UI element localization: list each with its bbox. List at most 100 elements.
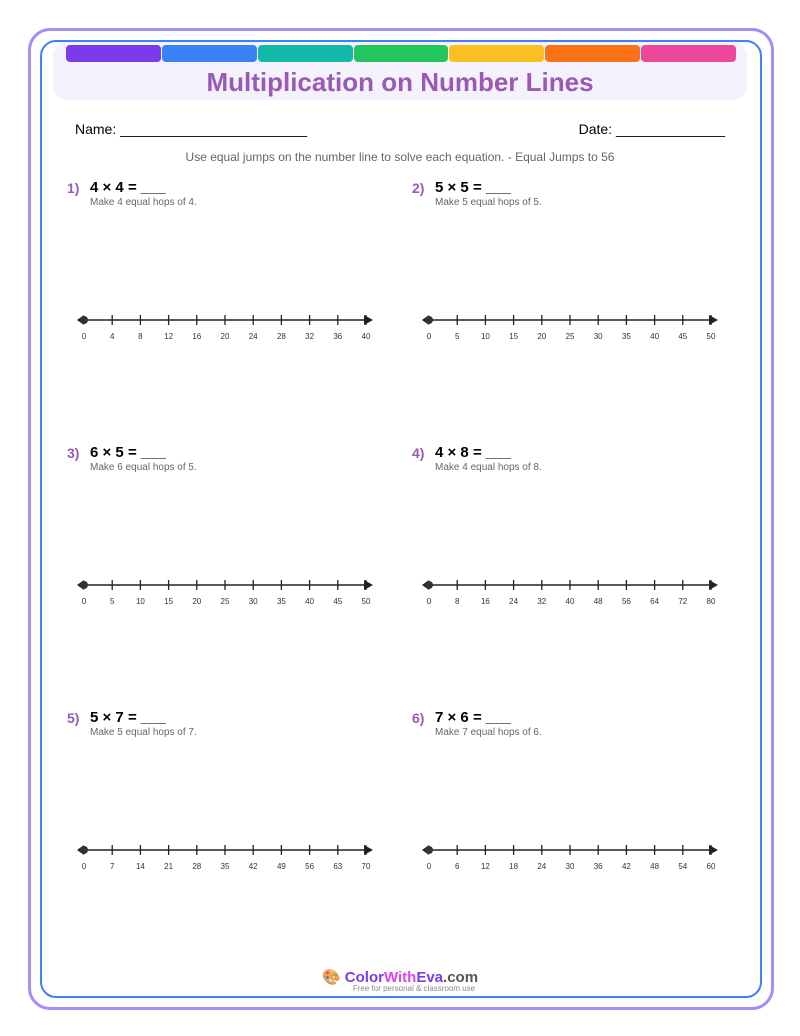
equation[interactable]: 7 × 6 = ___ bbox=[435, 709, 511, 726]
tick-label: 15 bbox=[164, 597, 173, 606]
tick-label: 30 bbox=[566, 862, 575, 871]
color-bar-segment bbox=[641, 45, 737, 62]
brand-eva: Eva bbox=[416, 969, 444, 986]
outer-border bbox=[28, 28, 774, 1010]
number-line: 0 7 14 21 28 35 42 49 56 63 70 bbox=[77, 845, 373, 871]
problem-number: 1) bbox=[67, 180, 80, 196]
tick-label: 20 bbox=[221, 332, 230, 341]
equation[interactable]: 6 × 5 = ___ bbox=[90, 444, 166, 461]
color-bar-segment bbox=[66, 45, 161, 62]
tick-label: 21 bbox=[164, 862, 173, 871]
tick-label: 63 bbox=[333, 862, 342, 871]
zero-dot bbox=[80, 846, 88, 854]
tick-label: 8 bbox=[455, 597, 460, 606]
tick-label: 0 bbox=[82, 597, 87, 606]
inner-border bbox=[40, 40, 762, 998]
tick-label: 28 bbox=[277, 332, 286, 341]
tick-label: 10 bbox=[136, 597, 145, 606]
tick-label: 12 bbox=[481, 862, 490, 871]
zero-dot bbox=[80, 581, 88, 589]
tick-label: 5 bbox=[455, 332, 460, 341]
problem-number: 5) bbox=[67, 710, 80, 726]
name-field[interactable]: Name: ________________________ bbox=[75, 121, 307, 137]
tick-label: 35 bbox=[622, 332, 631, 341]
tick-label: 20 bbox=[192, 597, 201, 606]
tick-label: 40 bbox=[650, 332, 659, 341]
tick-label: 40 bbox=[362, 332, 371, 341]
equation[interactable]: 5 × 5 = ___ bbox=[435, 179, 511, 196]
tick-label: 28 bbox=[192, 862, 201, 871]
tick-label: 40 bbox=[566, 597, 575, 606]
tick-label: 36 bbox=[333, 332, 342, 341]
tick-label: 20 bbox=[537, 332, 546, 341]
tick-label: 45 bbox=[678, 332, 687, 341]
number-line: 0 4 8 12 16 20 24 28 32 36 40 bbox=[77, 315, 373, 341]
color-bar-segment bbox=[161, 45, 257, 62]
hint: Make 7 equal hops of 6. bbox=[435, 727, 542, 738]
tick-label: 7 bbox=[110, 862, 115, 871]
problem-5: 5) 5 × 7 = ___ Make 5 equal hops of 7. 0 7… bbox=[67, 709, 397, 950]
tick-label: 70 bbox=[362, 862, 371, 871]
problem-number: 2) bbox=[412, 180, 425, 196]
tick-label: 6 bbox=[455, 862, 460, 871]
equation[interactable]: 4 × 8 = ___ bbox=[435, 444, 511, 461]
color-bar-segment bbox=[353, 45, 449, 62]
date-field[interactable]: Date: ______________ bbox=[578, 121, 725, 137]
footer-tagline: Free for personal & classroom use bbox=[352, 984, 476, 993]
tick-label: 49 bbox=[277, 862, 286, 871]
problem-3: 3) 6 × 5 = ___ Make 6 equal hops of 5. 0 5… bbox=[67, 444, 397, 685]
tick-label: 42 bbox=[622, 862, 631, 871]
tick-label: 15 bbox=[509, 332, 518, 341]
zero-dot bbox=[425, 846, 433, 854]
tick-label: 48 bbox=[650, 862, 659, 871]
tick-label: 0 bbox=[82, 862, 87, 871]
hint: Make 5 equal hops of 5. bbox=[435, 197, 542, 208]
tick-label: 42 bbox=[249, 862, 258, 871]
tick-label: 64 bbox=[650, 597, 659, 606]
tick-label: 0 bbox=[427, 332, 432, 341]
equation[interactable]: 4 × 4 = ___ bbox=[90, 179, 166, 196]
tick-label: 32 bbox=[537, 597, 546, 606]
tick-label: 45 bbox=[333, 597, 342, 606]
brand-color: Color bbox=[344, 969, 384, 986]
problem-number: 6) bbox=[412, 710, 425, 726]
right-arrow-icon bbox=[709, 580, 718, 590]
problem-2: 2) 5 × 5 = ___ Make 5 equal hops of 5. 0 5… bbox=[412, 179, 742, 420]
hint: Make 4 equal hops of 4. bbox=[90, 197, 197, 208]
tick-label: 56 bbox=[305, 862, 314, 871]
color-bar-segment bbox=[257, 45, 353, 62]
problem-4: 4) 4 × 8 = ___ Make 4 equal hops of 8. 0 8… bbox=[412, 444, 742, 685]
page-title: Multiplication on Number Lines bbox=[206, 67, 594, 97]
right-arrow-icon bbox=[709, 845, 718, 855]
footer-logo: 🎨 ColorWithEva.com Free for personal & c… bbox=[0, 968, 800, 993]
tick-label: 18 bbox=[509, 862, 518, 871]
number-line: 0 5 10 15 20 25 30 35 40 45 50 bbox=[422, 315, 718, 341]
zero-dot bbox=[425, 316, 433, 324]
color-bar-segment bbox=[545, 45, 641, 62]
hint: Make 5 equal hops of 7. bbox=[90, 727, 197, 738]
brand-with: With bbox=[383, 969, 417, 986]
tick-label: 35 bbox=[221, 862, 230, 871]
tick-label: 50 bbox=[362, 597, 371, 606]
tick-label: 16 bbox=[481, 597, 490, 606]
tick-label: 25 bbox=[221, 597, 230, 606]
tick-label: 14 bbox=[136, 862, 145, 871]
problem-number: 4) bbox=[412, 445, 425, 461]
tick-label: 0 bbox=[427, 862, 432, 871]
tick-label: 80 bbox=[707, 597, 716, 606]
tick-label: 40 bbox=[305, 597, 314, 606]
tick-label: 5 bbox=[110, 597, 115, 606]
equation[interactable]: 5 × 7 = ___ bbox=[90, 709, 166, 726]
tick-label: 0 bbox=[82, 332, 87, 341]
hint: Make 6 equal hops of 5. bbox=[90, 462, 197, 473]
tick-label: 32 bbox=[305, 332, 314, 341]
tick-label: 12 bbox=[164, 332, 173, 341]
tick-label: 35 bbox=[277, 597, 286, 606]
tick-label: 30 bbox=[594, 332, 603, 341]
problem-number: 3) bbox=[67, 445, 80, 461]
tick-label: 54 bbox=[678, 862, 687, 871]
tick-label: 48 bbox=[594, 597, 603, 606]
tick-label: 10 bbox=[481, 332, 490, 341]
tick-label: 16 bbox=[192, 332, 201, 341]
